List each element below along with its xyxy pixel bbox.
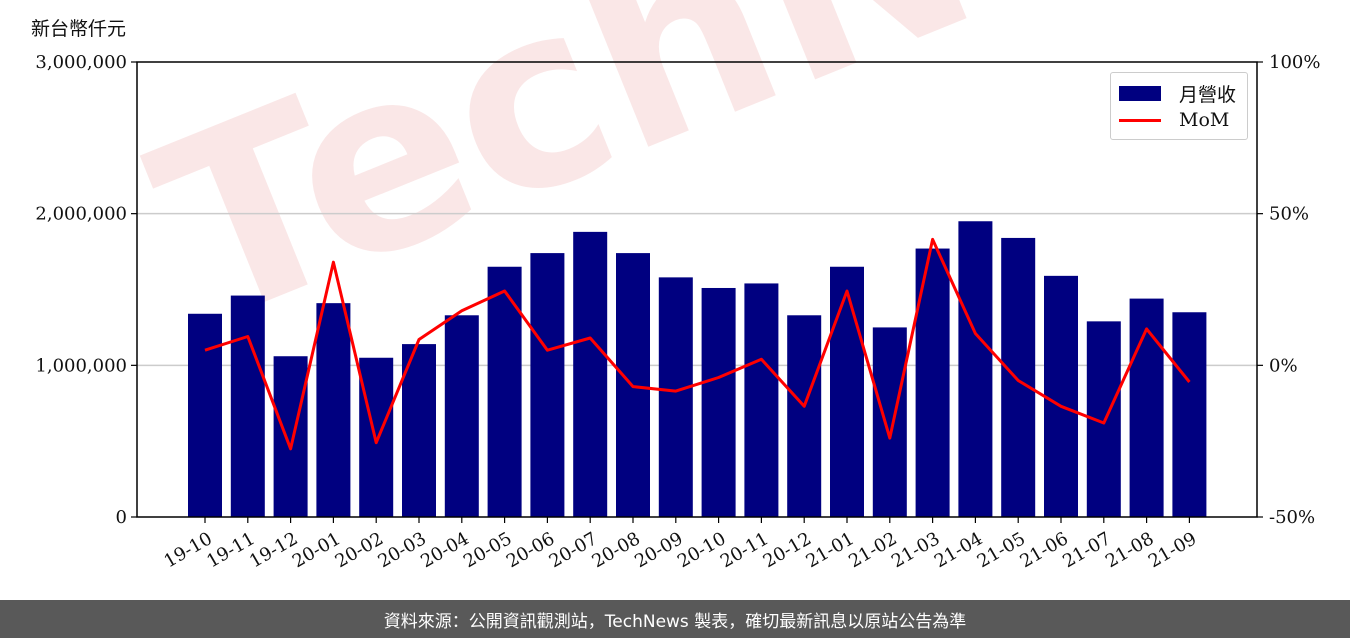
bar-19-12 [273, 356, 308, 517]
bar-21-09 [1172, 312, 1207, 517]
legend-line-swatch [1119, 118, 1161, 122]
bar-21-06 [1044, 275, 1078, 517]
x-tick-label: 19-12 [246, 528, 301, 572]
bar-21-02 [872, 327, 907, 517]
x-tick-label: 20-02 [332, 528, 387, 572]
y-left-tick-label: 3,000,000 [35, 52, 127, 73]
bar-21-05 [1001, 237, 1036, 517]
y-left-tick-label: 1,000,000 [35, 355, 127, 376]
bar-19-10 [188, 313, 222, 517]
plot-frame [136, 61, 1258, 518]
legend-label-mom: MoM [1179, 109, 1230, 131]
bar-21-08 [1129, 298, 1164, 517]
bar-20-11 [744, 283, 779, 517]
legend-label-revenue: 月營收 [1179, 84, 1237, 106]
x-tick-label: 19-10 [160, 528, 215, 572]
bar-20-06 [530, 253, 565, 517]
x-tick-label: 21-04 [931, 528, 986, 572]
legend: 月營收 MoM [1110, 72, 1248, 140]
x-tick-label: 19-11 [203, 528, 258, 572]
y-left-tick-label: 0 [116, 507, 127, 528]
mom-line [204, 237, 1191, 451]
revenue-chart: 0 1,000,000 2,000,000 3,000,000 -50% 0% 50% 100… [35, 52, 1320, 572]
mom-line-series [204, 237, 1191, 451]
bar-20-01 [316, 303, 351, 517]
x-tick-label: 20-07 [546, 528, 601, 572]
y-left-tick-label: 2,000,000 [35, 204, 127, 225]
x-tick-label: 20-06 [503, 528, 558, 572]
x-tick-label: 21-02 [845, 528, 900, 572]
x-tick-label: 20-12 [760, 528, 815, 572]
bar-21-01 [830, 266, 864, 517]
x-tick-label: 21-03 [888, 528, 943, 572]
x-tick-label: 21-05 [974, 528, 1029, 572]
bar-20-07 [573, 231, 608, 517]
y-axis-unit-label: 新台幣仟元 [31, 18, 127, 40]
y-right-tick-label: 0% [1269, 355, 1298, 376]
x-tick-label: 21-08 [1102, 528, 1157, 572]
y-right-tick-label: 50% [1269, 204, 1309, 225]
x-tick-label: 20-11 [717, 528, 772, 572]
bars [188, 221, 1207, 518]
y-right-tick-label: -50% [1269, 507, 1315, 528]
bar-21-04 [958, 221, 993, 517]
bar-20-05 [487, 266, 522, 517]
footer-text: 資料來源：公開資訊觀測站，TechNews 製表，確切最新訊息以原站公告為準 [383, 611, 967, 632]
bar-20-12 [787, 315, 822, 517]
legend-item-mom: MoM [1119, 109, 1229, 131]
x-tick-label: 21-07 [1059, 528, 1114, 572]
footer-source-note: 資料來源：公開資訊觀測站，TechNews 製表，確切最新訊息以原站公告為準 [0, 600, 1350, 638]
x-tick-label: 20-05 [460, 528, 515, 572]
bar-20-10 [701, 287, 736, 517]
x-tick-label: 21-06 [1016, 528, 1071, 572]
x-tick-label: 20-01 [289, 528, 344, 572]
x-tick-label: 21-09 [1145, 528, 1200, 572]
x-tick-label: 21-01 [802, 528, 857, 572]
x-tick-label: 20-10 [674, 528, 729, 572]
x-tick-label: 20-08 [588, 528, 643, 572]
x-tick-label: 20-03 [374, 528, 429, 572]
bar-20-09 [658, 277, 693, 517]
legend-bar-swatch [1119, 86, 1161, 101]
x-tick-label: 20-04 [417, 528, 472, 572]
x-tick-label: 20-09 [631, 528, 686, 572]
bar-20-04 [444, 315, 479, 517]
y-right-tick-label: 100% [1269, 52, 1320, 73]
bar-20-03 [402, 344, 436, 517]
bar-19-11 [230, 295, 265, 517]
legend-item-revenue: 月營收 [1119, 80, 1236, 107]
